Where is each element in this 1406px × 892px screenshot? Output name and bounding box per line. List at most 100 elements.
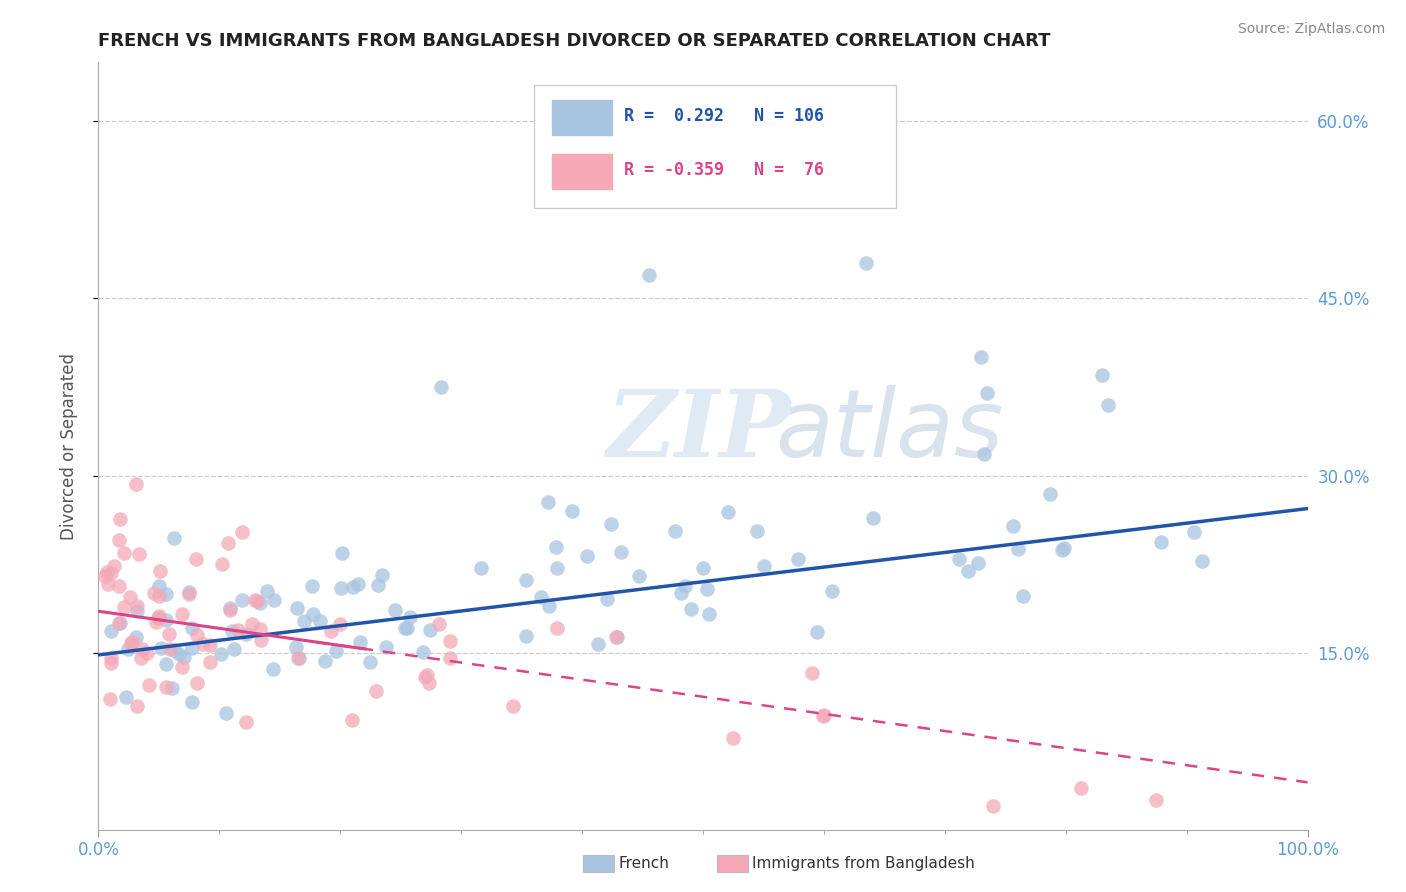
Point bbox=[515, 573, 537, 587]
Point bbox=[138, 678, 160, 692]
Point bbox=[1091, 368, 1114, 383]
Point bbox=[263, 593, 285, 607]
Point bbox=[235, 627, 257, 641]
Point bbox=[1012, 589, 1035, 603]
Point bbox=[157, 627, 180, 641]
Point bbox=[148, 609, 170, 624]
Point bbox=[219, 602, 242, 616]
Point bbox=[98, 691, 121, 706]
Point bbox=[249, 596, 271, 610]
Point bbox=[752, 559, 775, 574]
Point bbox=[664, 524, 686, 538]
Point bbox=[973, 447, 995, 461]
Point bbox=[855, 256, 877, 270]
Point bbox=[813, 709, 835, 723]
Point bbox=[398, 610, 420, 624]
Point bbox=[159, 641, 181, 656]
Point bbox=[1050, 543, 1073, 558]
Point bbox=[243, 593, 266, 607]
Point bbox=[284, 640, 307, 654]
Point bbox=[301, 579, 323, 593]
Point bbox=[287, 651, 309, 665]
Point bbox=[125, 630, 148, 644]
Point bbox=[429, 380, 451, 394]
Point bbox=[211, 557, 233, 571]
Point bbox=[108, 616, 131, 631]
Point bbox=[177, 587, 200, 601]
Point bbox=[103, 558, 125, 573]
Point bbox=[155, 680, 177, 694]
Point bbox=[163, 643, 186, 657]
Point bbox=[1144, 793, 1167, 807]
Point bbox=[127, 604, 149, 618]
Point bbox=[112, 600, 135, 615]
Point bbox=[149, 640, 172, 655]
Point bbox=[108, 511, 131, 525]
Point bbox=[100, 566, 122, 581]
Point bbox=[115, 690, 138, 704]
Point bbox=[1191, 554, 1213, 568]
Point bbox=[330, 581, 353, 595]
Text: atlas: atlas bbox=[776, 385, 1004, 476]
Point bbox=[173, 649, 195, 664]
Point bbox=[412, 645, 434, 659]
Point bbox=[1150, 535, 1173, 549]
Point bbox=[696, 582, 718, 596]
Point bbox=[246, 594, 269, 608]
Point bbox=[107, 615, 129, 630]
Point bbox=[148, 589, 170, 603]
Text: ZIP: ZIP bbox=[606, 385, 790, 475]
Point bbox=[180, 621, 202, 635]
Point bbox=[148, 564, 170, 578]
Point bbox=[155, 613, 177, 627]
Point bbox=[155, 657, 177, 672]
Point bbox=[645, 144, 668, 158]
Point bbox=[262, 662, 284, 676]
Text: Source: ZipAtlas.com: Source: ZipAtlas.com bbox=[1237, 22, 1385, 37]
Point bbox=[287, 651, 309, 665]
Point bbox=[215, 706, 238, 721]
Point bbox=[692, 561, 714, 575]
Point bbox=[673, 579, 696, 593]
Point bbox=[302, 607, 325, 621]
Point bbox=[127, 698, 149, 713]
Point bbox=[107, 579, 129, 593]
Point bbox=[198, 639, 221, 653]
Point bbox=[1001, 519, 1024, 533]
Text: R = -0.359   N =  76: R = -0.359 N = 76 bbox=[624, 161, 824, 178]
Point bbox=[329, 617, 352, 632]
Point bbox=[330, 547, 353, 561]
Point bbox=[181, 640, 204, 655]
Point bbox=[787, 552, 810, 566]
Point bbox=[128, 547, 150, 561]
Point bbox=[314, 654, 336, 668]
Point bbox=[325, 644, 347, 658]
Point bbox=[976, 385, 998, 400]
Point bbox=[125, 599, 148, 614]
Point bbox=[544, 540, 567, 554]
Point bbox=[419, 624, 441, 638]
Point bbox=[416, 668, 439, 682]
Point bbox=[112, 546, 135, 560]
Point bbox=[679, 602, 702, 616]
Point bbox=[100, 624, 122, 638]
Point bbox=[342, 580, 364, 594]
Point bbox=[222, 641, 245, 656]
Point bbox=[669, 585, 692, 599]
Text: R =  0.292   N = 106: R = 0.292 N = 106 bbox=[624, 107, 824, 125]
Point bbox=[125, 477, 148, 491]
Point bbox=[599, 517, 621, 532]
Point bbox=[813, 707, 835, 722]
Point bbox=[536, 494, 558, 508]
FancyBboxPatch shape bbox=[551, 100, 613, 136]
Text: French: French bbox=[619, 856, 669, 871]
Point bbox=[717, 505, 740, 519]
Point bbox=[235, 714, 257, 729]
Point bbox=[862, 511, 884, 525]
Point bbox=[198, 655, 221, 669]
Point bbox=[163, 531, 186, 545]
Point bbox=[131, 650, 153, 665]
Point bbox=[186, 552, 208, 566]
Point bbox=[575, 549, 598, 563]
Point bbox=[250, 633, 273, 648]
